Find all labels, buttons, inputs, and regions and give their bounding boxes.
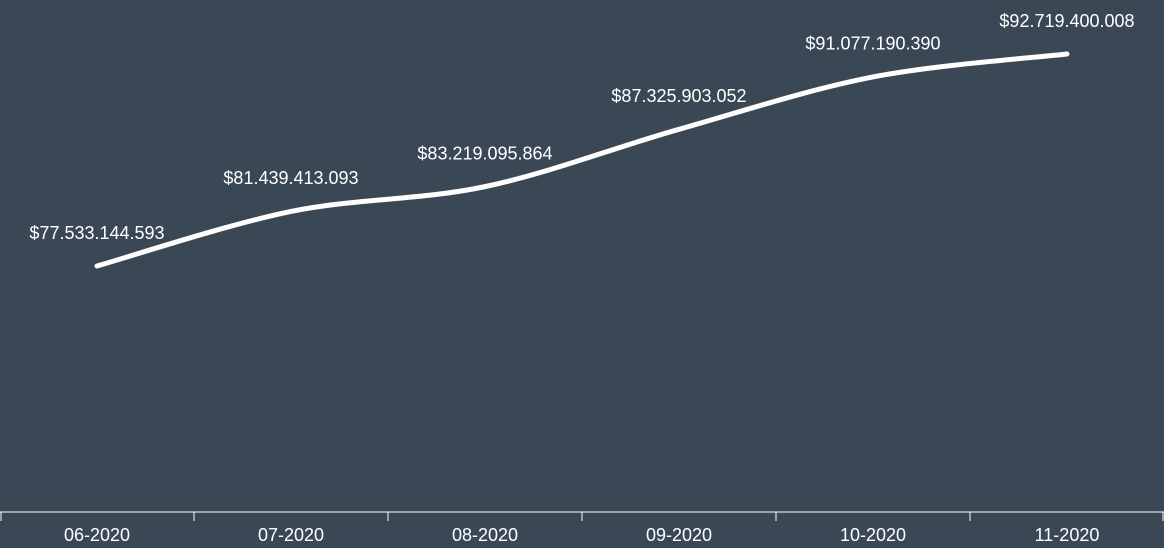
- data-label: $91.077.190.390: [805, 34, 940, 54]
- data-label: $92.719.400.008: [999, 11, 1134, 31]
- x-tick-label: 08-2020: [452, 525, 518, 545]
- x-tick-label: 11-2020: [1035, 525, 1100, 545]
- data-label: $77.533.144.593: [29, 223, 164, 243]
- x-tick-label: 10-2020: [840, 525, 906, 545]
- x-tick-label: 09-2020: [646, 525, 712, 545]
- x-tick-label: 06-2020: [64, 525, 130, 545]
- x-tick-label: 07-2020: [258, 525, 324, 545]
- data-label: $81.439.413.093: [223, 168, 358, 188]
- data-label: $83.219.095.864: [417, 143, 552, 163]
- data-label: $87.325.903.052: [611, 86, 746, 106]
- line: [94, 51, 1070, 269]
